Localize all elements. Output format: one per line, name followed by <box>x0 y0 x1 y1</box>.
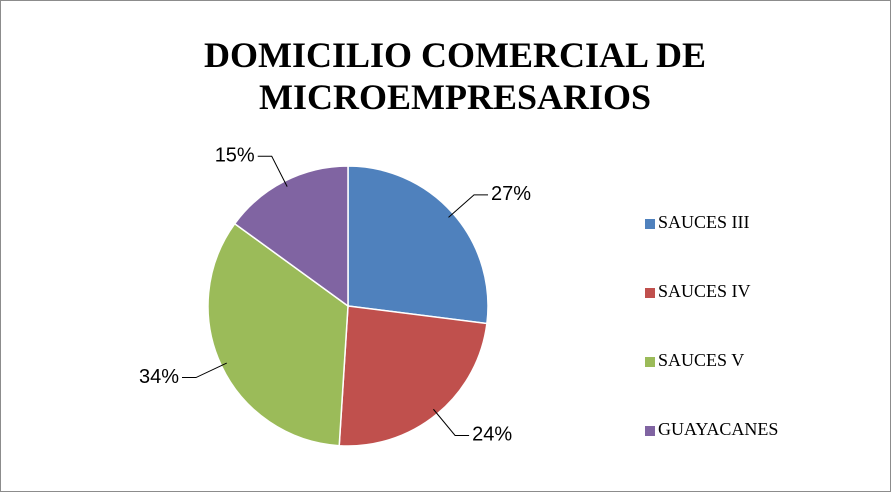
legend-label: SAUCES III <box>658 212 750 232</box>
leader-line <box>433 408 470 436</box>
data-label: 15% <box>215 145 255 167</box>
legend-swatch <box>645 426 655 436</box>
leader-line <box>448 194 489 218</box>
chart-title: DOMICILIO COMERCIAL DE MICROEMPRESARIOS <box>203 35 707 117</box>
data-label: 24% <box>472 424 512 446</box>
leader-line <box>181 362 227 379</box>
legend-label: SAUCES V <box>658 350 744 370</box>
legend-swatch <box>645 288 655 298</box>
legend-label: SAUCES IV <box>658 281 751 301</box>
legend-label: GUAYACANES <box>658 419 778 439</box>
legend-swatch <box>645 219 655 229</box>
data-label: 34% <box>139 366 179 388</box>
leader-line <box>257 155 288 187</box>
data-label: 27% <box>491 183 531 205</box>
legend-swatch <box>645 357 655 367</box>
